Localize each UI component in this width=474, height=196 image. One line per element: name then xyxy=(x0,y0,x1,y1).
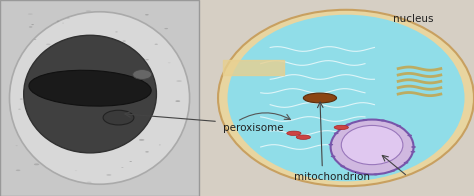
Ellipse shape xyxy=(155,44,158,45)
Ellipse shape xyxy=(18,109,21,110)
Ellipse shape xyxy=(41,97,43,98)
Ellipse shape xyxy=(94,99,100,101)
Ellipse shape xyxy=(334,132,338,134)
Ellipse shape xyxy=(63,69,66,70)
Ellipse shape xyxy=(106,174,111,176)
Ellipse shape xyxy=(29,70,151,106)
Ellipse shape xyxy=(391,170,395,172)
Ellipse shape xyxy=(331,120,413,174)
Ellipse shape xyxy=(57,21,59,22)
Ellipse shape xyxy=(33,96,37,98)
Ellipse shape xyxy=(146,59,149,60)
Ellipse shape xyxy=(60,69,64,71)
Ellipse shape xyxy=(38,65,43,66)
Ellipse shape xyxy=(374,173,378,175)
Ellipse shape xyxy=(175,100,180,102)
Ellipse shape xyxy=(331,155,336,157)
Ellipse shape xyxy=(111,124,115,126)
Ellipse shape xyxy=(404,162,409,164)
Text: nucleus: nucleus xyxy=(393,14,434,24)
Ellipse shape xyxy=(218,10,474,186)
Ellipse shape xyxy=(126,103,130,104)
FancyBboxPatch shape xyxy=(0,0,199,196)
Ellipse shape xyxy=(164,28,168,29)
Ellipse shape xyxy=(145,69,147,70)
Ellipse shape xyxy=(75,170,77,171)
Ellipse shape xyxy=(106,120,111,122)
Ellipse shape xyxy=(410,151,415,153)
Ellipse shape xyxy=(68,120,72,122)
Ellipse shape xyxy=(28,13,33,15)
Ellipse shape xyxy=(121,167,124,168)
Ellipse shape xyxy=(145,151,149,152)
Ellipse shape xyxy=(35,106,37,107)
Ellipse shape xyxy=(16,145,18,146)
Ellipse shape xyxy=(363,119,367,121)
Ellipse shape xyxy=(356,172,360,174)
Ellipse shape xyxy=(46,44,51,45)
Ellipse shape xyxy=(67,18,70,19)
Ellipse shape xyxy=(93,139,97,140)
Ellipse shape xyxy=(31,82,33,83)
Ellipse shape xyxy=(296,135,310,139)
Ellipse shape xyxy=(122,40,126,42)
Ellipse shape xyxy=(87,39,91,40)
Ellipse shape xyxy=(9,12,190,184)
Ellipse shape xyxy=(35,102,38,103)
Ellipse shape xyxy=(176,80,182,82)
Ellipse shape xyxy=(144,108,149,110)
Ellipse shape xyxy=(146,68,151,70)
Ellipse shape xyxy=(141,123,146,125)
Ellipse shape xyxy=(20,99,23,100)
Ellipse shape xyxy=(340,165,345,167)
Ellipse shape xyxy=(64,99,68,101)
Ellipse shape xyxy=(86,10,91,12)
Ellipse shape xyxy=(303,93,337,103)
Ellipse shape xyxy=(29,26,32,28)
Ellipse shape xyxy=(287,131,301,135)
Ellipse shape xyxy=(381,120,385,122)
Ellipse shape xyxy=(125,114,130,115)
Ellipse shape xyxy=(346,123,351,125)
Ellipse shape xyxy=(120,88,125,89)
Ellipse shape xyxy=(334,125,348,130)
Ellipse shape xyxy=(139,139,145,141)
Text: mitochondrion: mitochondrion xyxy=(294,172,370,182)
Ellipse shape xyxy=(168,62,171,63)
Ellipse shape xyxy=(89,119,92,120)
Ellipse shape xyxy=(34,163,39,165)
Text: peroxisome: peroxisome xyxy=(223,123,283,133)
Ellipse shape xyxy=(142,59,146,60)
Ellipse shape xyxy=(328,144,333,146)
Ellipse shape xyxy=(129,161,132,162)
Ellipse shape xyxy=(341,125,403,165)
Ellipse shape xyxy=(93,47,95,48)
Ellipse shape xyxy=(103,110,134,125)
Ellipse shape xyxy=(87,181,91,183)
Ellipse shape xyxy=(145,14,149,15)
Ellipse shape xyxy=(228,15,465,181)
Ellipse shape xyxy=(37,88,39,89)
Ellipse shape xyxy=(133,70,152,79)
Ellipse shape xyxy=(113,71,115,72)
Ellipse shape xyxy=(91,85,94,86)
Ellipse shape xyxy=(24,35,156,153)
Ellipse shape xyxy=(31,24,34,25)
Ellipse shape xyxy=(34,39,36,40)
Ellipse shape xyxy=(396,125,401,127)
Ellipse shape xyxy=(16,170,20,171)
Ellipse shape xyxy=(407,134,412,136)
Ellipse shape xyxy=(411,146,416,148)
